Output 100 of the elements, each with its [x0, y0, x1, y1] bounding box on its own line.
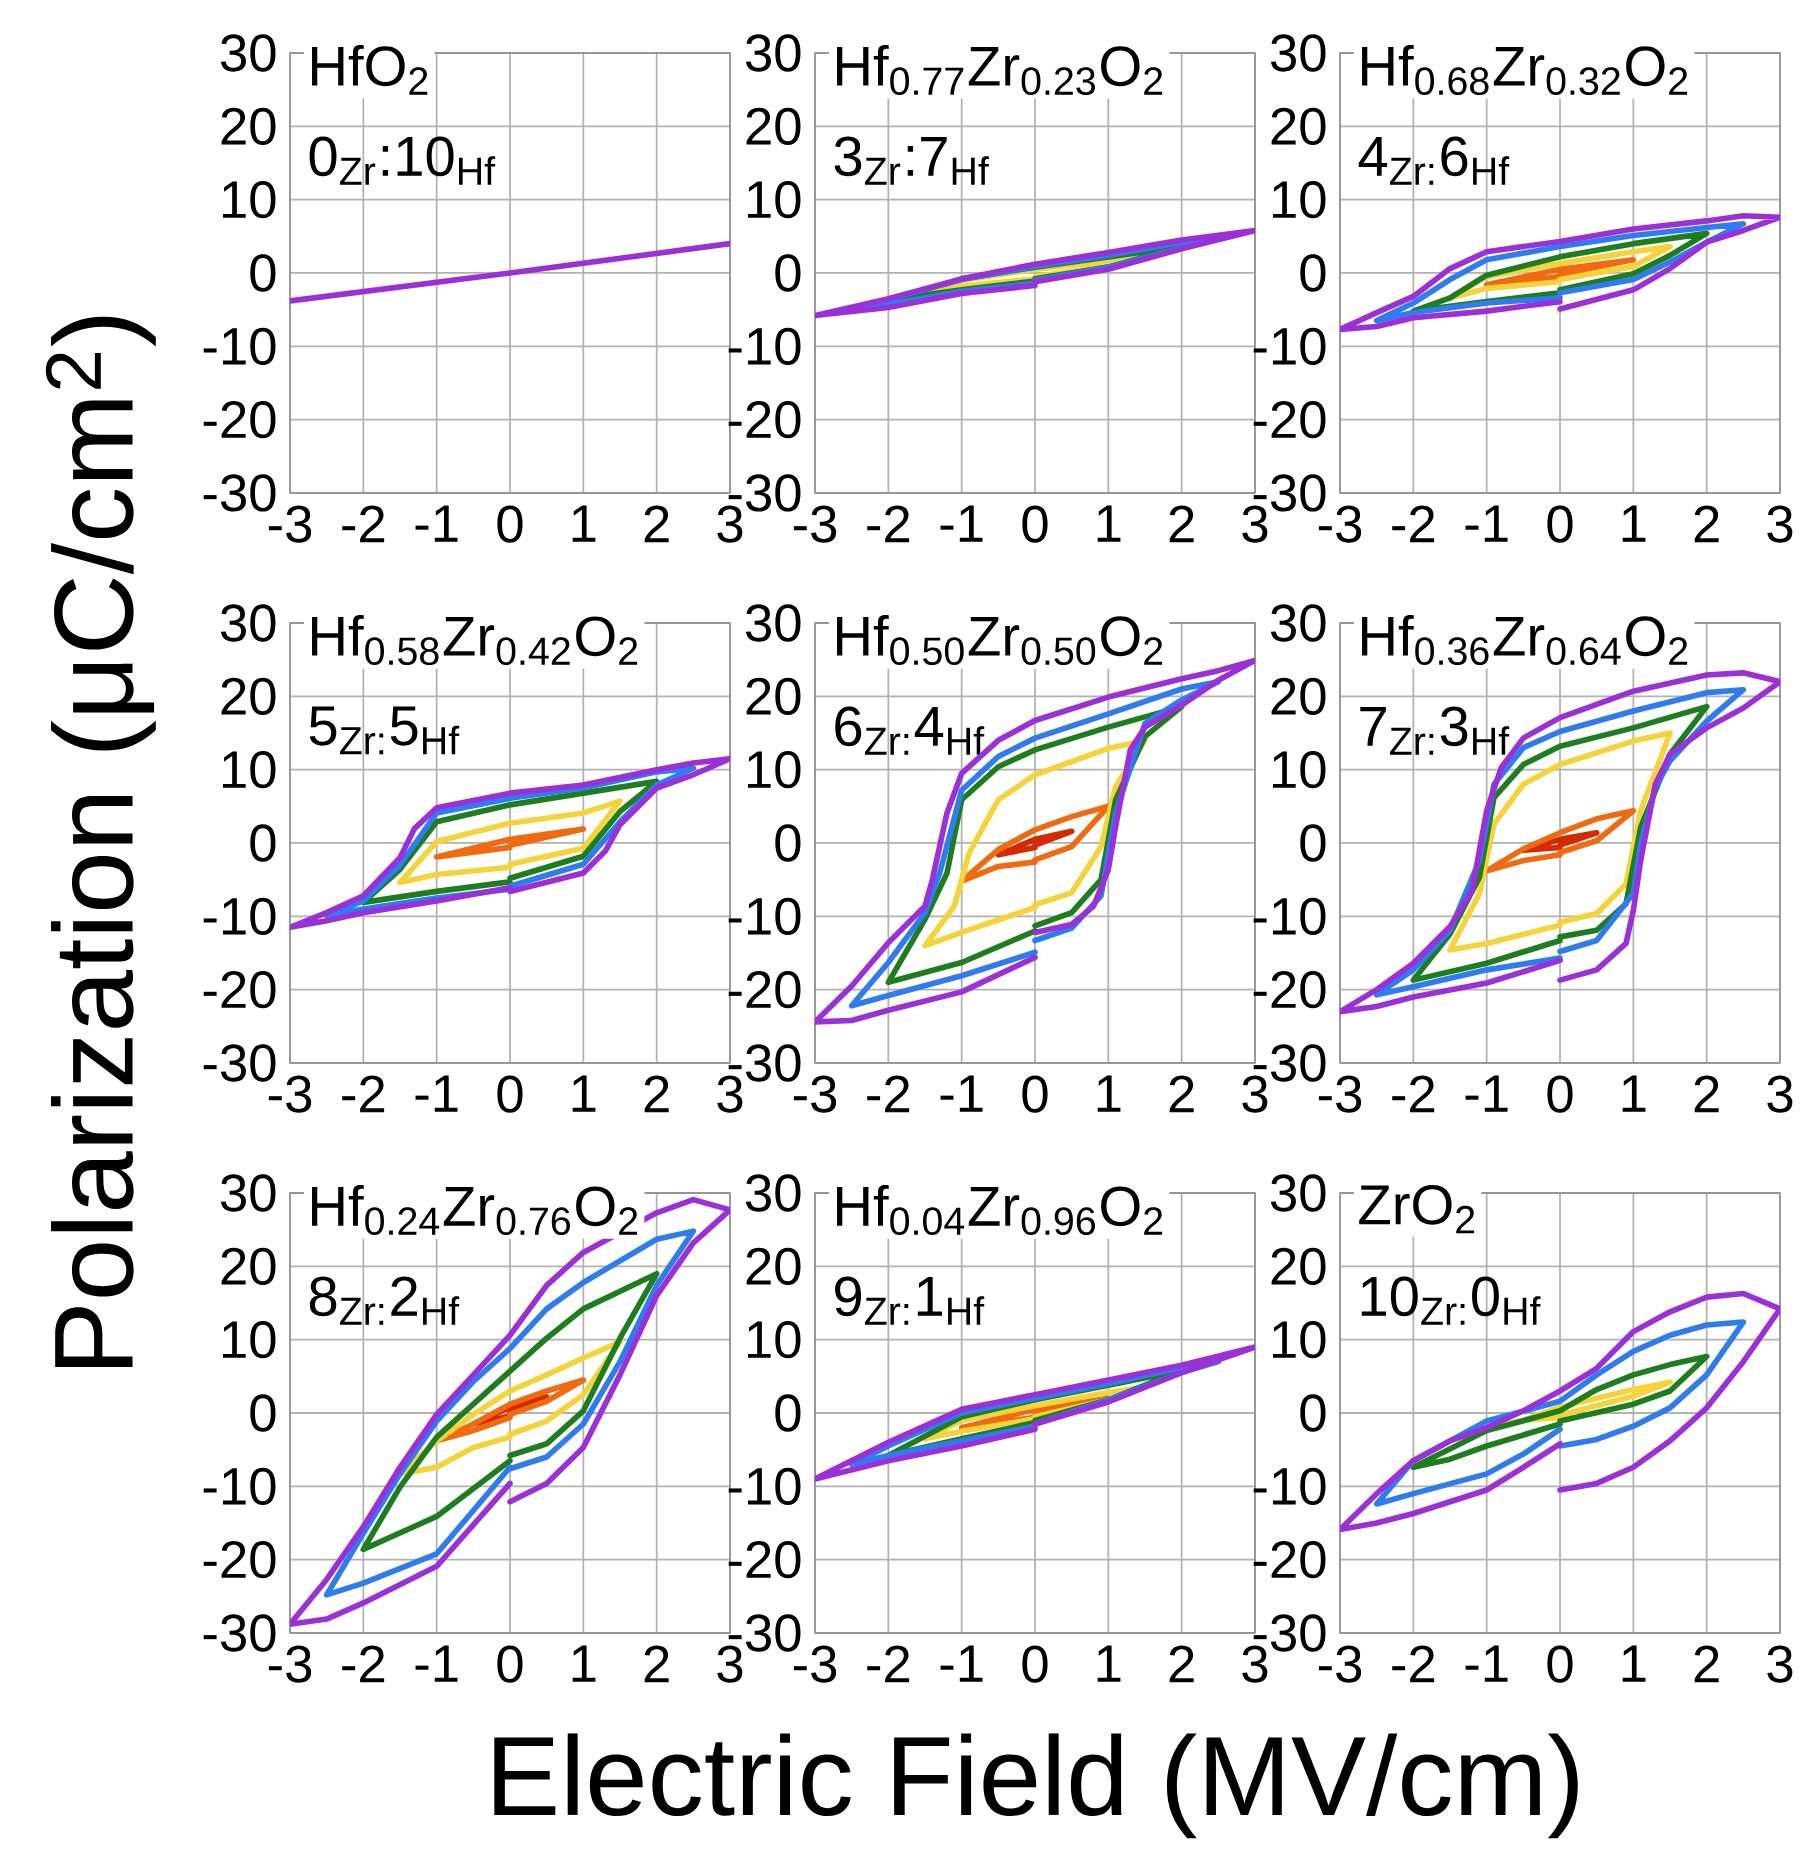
x-tick-label: -2	[867, 505, 910, 543]
x-tick-label: 1	[1097, 505, 1121, 542]
y-tick-label: -10	[203, 327, 276, 365]
chart-title: Hf$_{0.36}$Zr$_{0.64}$O$_{2}$	[1362, 614, 1688, 666]
x-tick-label: 0	[1547, 1645, 1573, 1683]
y-tick-label: -20	[728, 970, 801, 1009]
y-tick-label: 10	[747, 180, 801, 219]
x-tick-label: -2	[342, 1645, 385, 1683]
x-tick-label: -2	[867, 1645, 910, 1683]
x-tick-label: -1	[940, 1075, 983, 1112]
x-tick-label: 3	[1767, 1645, 1793, 1683]
y-tick-label: 10	[222, 750, 276, 789]
y-tick-label: 10	[747, 1321, 801, 1359]
y-axis-title: Polarization (μC/cm$^{2}$)	[45, 316, 156, 1368]
y-tick-label: 20	[1271, 107, 1326, 145]
text: 6$_{Zr:}$4$_{Hf}$	[835, 706, 985, 755]
y-tick-label: 30	[1270, 604, 1326, 642]
x-tick-label: 2	[1169, 1075, 1194, 1113]
y-tick-label: 20	[746, 107, 801, 145]
y-tick-label: 30	[1270, 1174, 1326, 1212]
y-tick-label: -10	[1253, 327, 1326, 365]
y-tick-label: 20	[1271, 1247, 1326, 1285]
x-tick-label: -2	[1392, 505, 1435, 543]
x-tick-label: 1	[572, 1075, 596, 1112]
y-tick-label: 10	[1272, 180, 1326, 219]
text: 3$_{Zr}$:7$_{Hf}$	[834, 136, 989, 185]
y-tick-label: -20	[1253, 970, 1326, 1009]
x-axis-title: Electric Field (MV/cm)	[494, 1733, 1578, 1839]
y-tick-label: 30	[745, 604, 801, 642]
x-tick-label: 2	[644, 1645, 669, 1683]
y-tick-label: 30	[220, 604, 276, 642]
x-tick-label: 1	[572, 505, 596, 542]
x-tick-label: 2	[1694, 1645, 1719, 1683]
y-tick-label: 20	[746, 677, 801, 715]
chart-title: Hf$_{0.24}$Zr$_{0.76}$O$_{2}$	[312, 1184, 638, 1236]
y-tick-label: 20	[221, 1247, 276, 1285]
x-tick-label: -2	[1392, 1075, 1435, 1113]
x-tick-label: 2	[644, 505, 669, 543]
y-tick-label: 0	[1300, 1394, 1326, 1432]
y-tick-label: 10	[747, 750, 801, 789]
y-tick-label: 30	[745, 34, 801, 72]
x-tick-label: -1	[940, 505, 983, 542]
chart-title: Hf$_{0.50}$Zr$_{0.50}$O$_{2}$	[837, 614, 1163, 666]
y-tick-label: 0	[1300, 254, 1326, 292]
x-tick-label: 0	[1022, 1075, 1048, 1113]
x-tick-label: 2	[1694, 1075, 1719, 1113]
text: 10$_{Zr:}$0$_{Hf}$	[1361, 1276, 1541, 1325]
x-tick-label: 0	[497, 1645, 523, 1683]
x-tick-label: 1	[1622, 1645, 1646, 1682]
x-tick-label: 1	[1097, 1645, 1121, 1682]
y-tick-label: -10	[728, 897, 801, 935]
x-tick-label: -2	[342, 505, 385, 543]
x-tick-label: -1	[940, 1645, 983, 1682]
text: 4$_{Zr:}$6$_{Hf}$	[1358, 136, 1510, 185]
y-tick-label: -20	[203, 400, 276, 439]
x-tick-label: -2	[867, 1075, 910, 1113]
y-tick-label: 10	[1272, 1321, 1326, 1359]
x-tick-label: 0	[497, 505, 523, 543]
x-tick-label: 0	[1022, 1645, 1048, 1683]
x-tick-label: 2	[1169, 1645, 1194, 1683]
x-tick-label: -1	[1465, 1075, 1508, 1112]
x-tick-label: 3	[1767, 1075, 1793, 1113]
chart-title: Hf$_{0.04}$Zr$_{0.96}$O$_{2}$	[837, 1184, 1163, 1236]
y-tick-label: 30	[1270, 34, 1326, 72]
x-tick-label: 1	[1622, 505, 1646, 542]
chart-title: Hf$_{0.77}$Zr$_{0.23}$O$_{2}$	[837, 44, 1163, 96]
x-tick-label: 1	[1097, 1075, 1121, 1112]
y-tick-label: -10	[728, 327, 801, 365]
y-tick-label: 0	[775, 824, 801, 862]
y-tick-label: 0	[250, 824, 276, 862]
y-tick-label: -10	[1253, 1467, 1326, 1505]
x-tick-label: 0	[1547, 1075, 1573, 1113]
x-tick-label: 2	[644, 1075, 669, 1113]
text: 9$_{Zr:}$1$_{Hf}$	[835, 1276, 985, 1325]
y-tick-label: 0	[250, 1394, 276, 1432]
y-tick-label: -10	[203, 1467, 276, 1505]
chart-title: Hf$_{0.68}$Zr$_{0.32}$O$_{2}$	[1362, 44, 1688, 96]
x-tick-label: 1	[572, 1645, 596, 1682]
chart-title: HfO$_{2}$	[312, 44, 428, 95]
y-tick-label: -10	[728, 1467, 801, 1505]
x-tick-label: 2	[1169, 505, 1194, 543]
y-tick-label: 10	[222, 1321, 276, 1359]
y-tick-label: 30	[220, 1174, 276, 1212]
x-tick-label: 0	[497, 1075, 523, 1113]
y-tick-label: 10	[1272, 750, 1326, 789]
x-tick-label: -1	[1465, 505, 1508, 542]
y-tick-label: 0	[775, 254, 801, 292]
y-tick-label: 30	[745, 1174, 801, 1212]
x-tick-label: -2	[1392, 1645, 1435, 1683]
y-tick-label: -20	[728, 1540, 801, 1579]
y-tick-label: 20	[221, 677, 276, 715]
y-tick-label: -20	[203, 970, 276, 1009]
y-tick-label: -20	[203, 1540, 276, 1579]
y-tick-label: 20	[746, 1247, 801, 1285]
x-tick-label: -1	[415, 1645, 458, 1682]
x-tick-label: 0	[1547, 505, 1573, 543]
text: 0$_{Zr}$:10$_{Hf}$	[309, 136, 496, 185]
x-tick-label: -1	[415, 505, 458, 542]
y-tick-label: 0	[1300, 824, 1326, 862]
y-tick-label: 20	[1271, 677, 1326, 715]
